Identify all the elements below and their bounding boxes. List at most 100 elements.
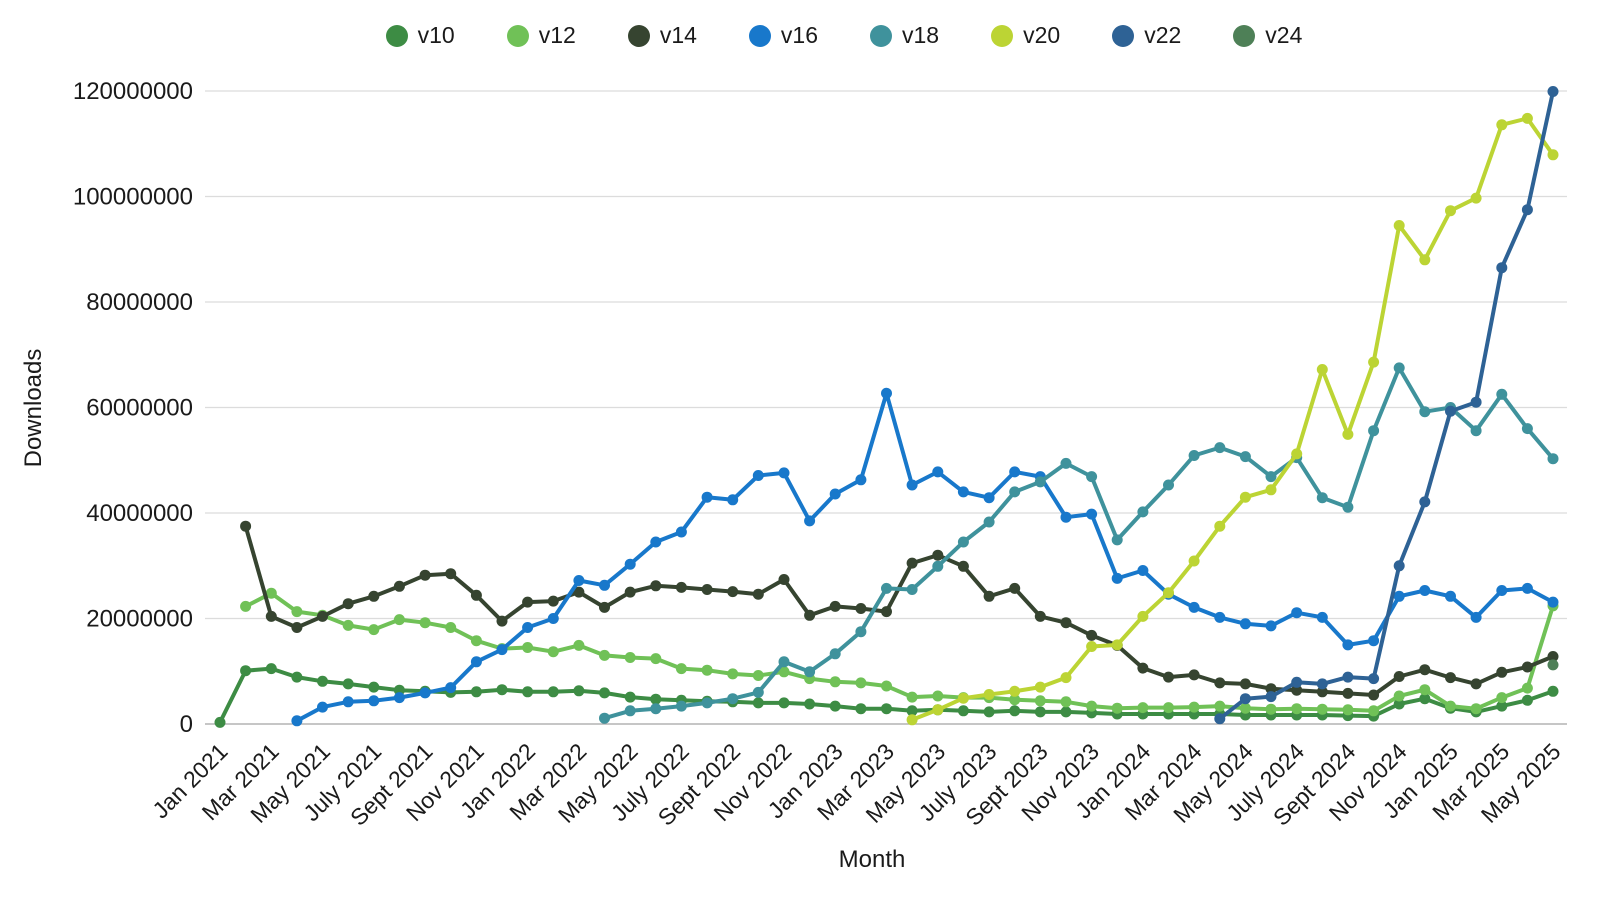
data-point-v18 [1316, 492, 1328, 504]
data-point-v18 [1496, 388, 1508, 400]
data-point-v12 [547, 646, 559, 658]
data-point-v12 [675, 663, 687, 675]
y-tick-label: 0 [180, 711, 193, 738]
data-point-v22 [1496, 262, 1508, 274]
data-point-v14 [522, 596, 534, 608]
series-v18 [602, 365, 1555, 721]
data-point-v18 [1239, 451, 1251, 463]
data-point-v10 [522, 686, 534, 698]
data-point-v10 [752, 697, 764, 709]
data-point-v14 [1009, 582, 1021, 594]
data-point-v12 [1060, 696, 1072, 708]
data-point-v18 [1342, 501, 1354, 513]
data-point-v14 [1368, 689, 1380, 701]
data-point-v14 [445, 568, 457, 580]
data-point-v20 [1163, 587, 1174, 599]
legend-item-v10[interactable]: v10 [385, 22, 455, 49]
data-point-v16 [650, 536, 662, 548]
data-point-v16 [599, 579, 610, 591]
data-point-v14 [804, 609, 816, 621]
data-point-v10 [265, 663, 277, 675]
data-point-v16 [1009, 466, 1021, 478]
data-point-v20 [1470, 192, 1482, 204]
data-point-v12 [906, 691, 918, 703]
data-point-v10 [1009, 705, 1021, 717]
data-point-v14 [1214, 677, 1226, 689]
legend-label: v12 [538, 22, 576, 48]
data-point-v16 [1060, 511, 1072, 523]
data-point-v10 [214, 716, 226, 728]
data-point-v12 [470, 635, 482, 647]
data-point-v14 [957, 560, 969, 572]
data-point-v18 [624, 705, 636, 717]
data-point-v20 [1060, 672, 1072, 684]
data-point-v14 [1188, 669, 1200, 681]
data-point-v18 [855, 626, 867, 638]
data-point-v16 [1239, 618, 1251, 630]
data-point-v20 [1419, 254, 1431, 266]
data-point-v20 [1521, 112, 1533, 124]
data-point-v14 [1393, 671, 1405, 682]
data-point-v10 [624, 691, 636, 703]
legend-label: v10 [417, 22, 455, 48]
legend-item-v22[interactable]: v22 [1112, 22, 1181, 49]
data-point-v14 [547, 595, 559, 607]
data-point-v20 [1034, 681, 1046, 693]
legend-label: v16 [780, 22, 818, 48]
data-point-v20 [1547, 149, 1559, 161]
data-point-v12 [1009, 694, 1021, 706]
data-point-v18 [778, 656, 790, 668]
data-point-v12 [573, 639, 585, 651]
data-point-v16 [829, 488, 841, 500]
data-point-v12 [1137, 702, 1149, 714]
data-point-v16 [291, 715, 303, 727]
legend-swatch-v16 [748, 24, 771, 47]
data-point-v14 [855, 603, 867, 614]
data-point-v18 [932, 560, 944, 572]
data-point-v12 [1393, 690, 1405, 702]
data-point-v12 [624, 652, 636, 663]
data-point-v18 [727, 693, 739, 705]
data-point-v12 [1496, 692, 1508, 704]
data-point-v16 [957, 486, 969, 498]
data-point-v10 [368, 681, 380, 693]
data-point-v22 [1445, 405, 1456, 417]
data-point-v16 [701, 491, 713, 503]
legend-item-v12[interactable]: v12 [506, 22, 576, 49]
data-point-v12 [1342, 704, 1354, 716]
data-point-v20 [983, 689, 995, 700]
data-point-v14 [1060, 617, 1072, 629]
data-point-v18 [1034, 476, 1046, 488]
data-point-v20 [1111, 639, 1123, 651]
data-point-v20 [1009, 685, 1021, 697]
data-point-v20 [1316, 364, 1328, 375]
data-point-v14 [1470, 678, 1482, 690]
data-point-v16 [547, 613, 559, 624]
legend-item-v18[interactable]: v18 [870, 22, 939, 49]
legend-item-v20[interactable]: v20 [991, 22, 1060, 49]
data-point-v16 [1111, 572, 1123, 584]
series-v16 [294, 391, 1555, 723]
data-point-v14 [906, 557, 918, 569]
data-point-v12 [855, 677, 867, 689]
legend-item-v16[interactable]: v16 [748, 22, 818, 49]
data-point-v20 [1445, 205, 1456, 217]
legend-swatch-v20 [991, 24, 1014, 47]
series-v20 [910, 116, 1555, 722]
legend-label: v20 [1023, 22, 1061, 48]
y-axis-title: Downloads [20, 348, 47, 468]
data-point-v20 [1086, 641, 1098, 652]
data-point-v10 [778, 697, 790, 709]
legend-item-v24[interactable]: v24 [1233, 22, 1302, 49]
data-point-v22 [1368, 673, 1380, 685]
data-point-v16 [1342, 639, 1354, 651]
data-point-v16 [1291, 607, 1303, 619]
data-point-v12 [1419, 684, 1431, 696]
data-point-v14 [1316, 686, 1328, 698]
data-point-v16 [1188, 601, 1200, 613]
legend-item-v14[interactable]: v14 [627, 22, 697, 49]
data-point-v16 [1496, 585, 1508, 596]
data-point-v12 [1316, 703, 1328, 715]
data-point-v16 [1214, 611, 1226, 623]
